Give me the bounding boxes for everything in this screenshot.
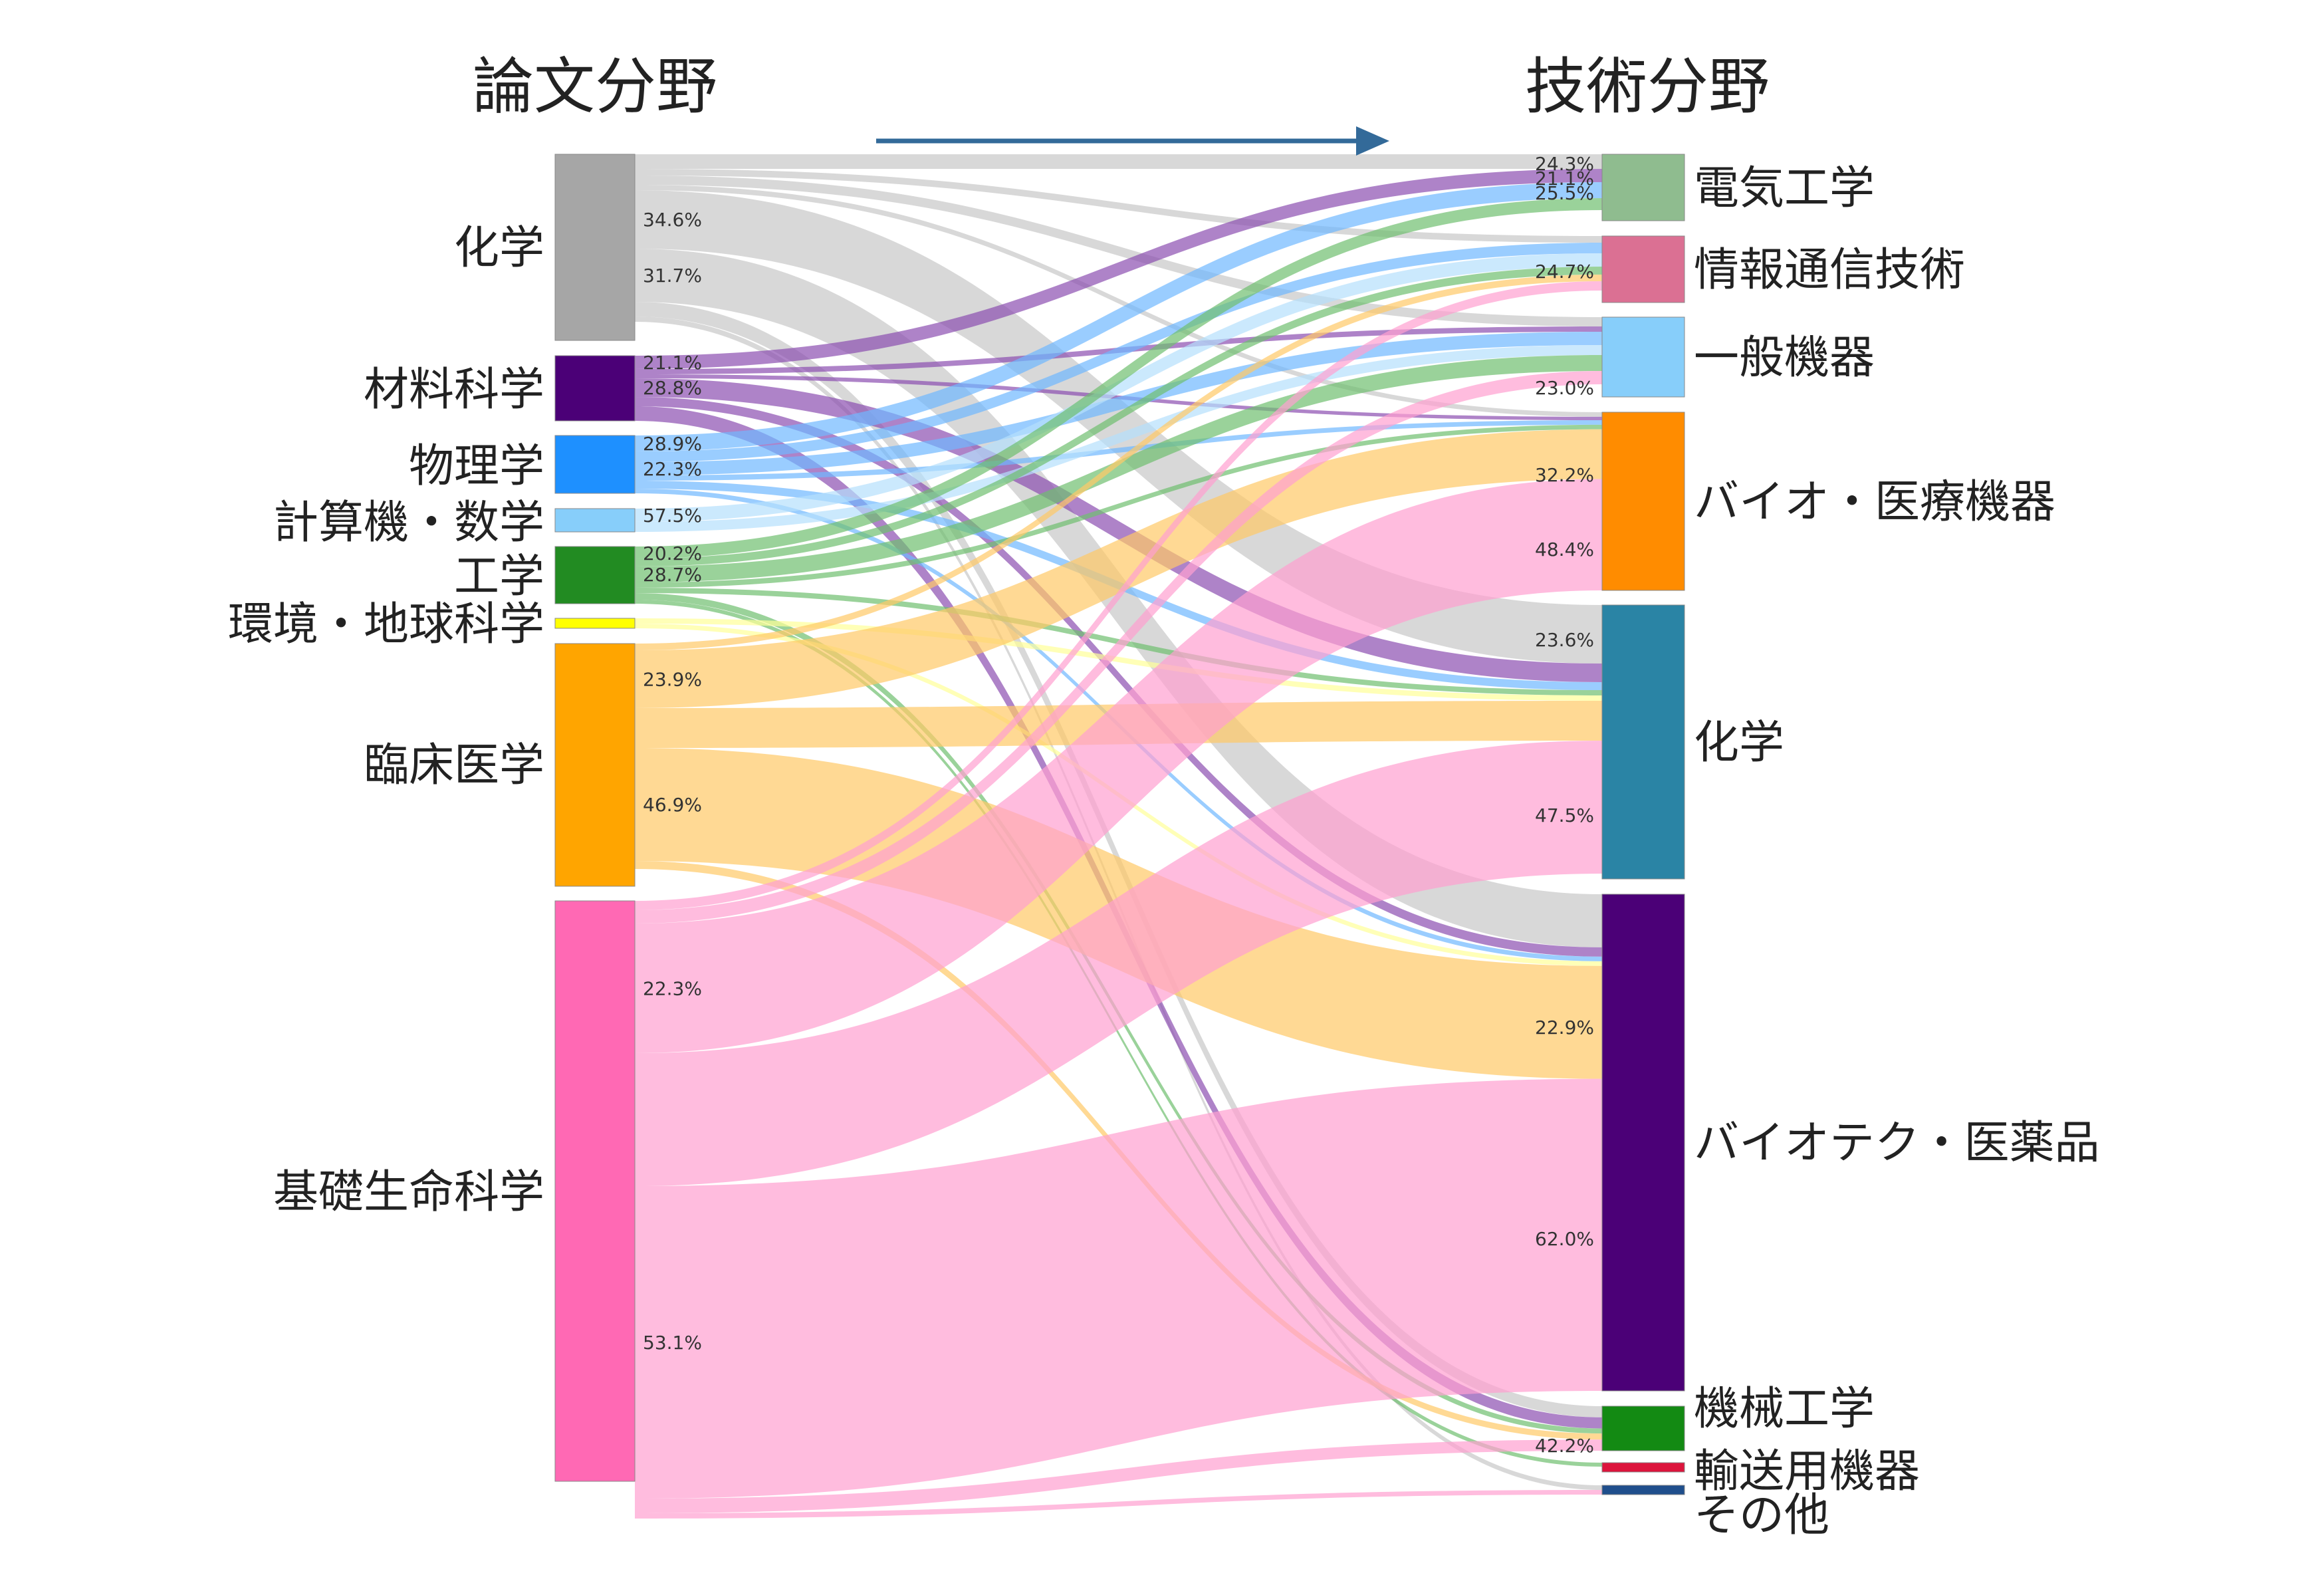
source-node-env — [554, 618, 636, 629]
flow-comp-to-gen — [635, 345, 1602, 532]
flow-chem-to-elec — [635, 154, 1602, 169]
source-label-clin: 臨床医学 — [364, 739, 544, 792]
flow-bio-to-mech — [635, 1439, 1602, 1513]
target-node-mech — [1601, 1406, 1685, 1451]
flow-comp-to-ict — [635, 253, 1602, 522]
target-pct-label: 42.2% — [1535, 1435, 1594, 1457]
flow-phys-to-ict — [635, 243, 1602, 462]
target-pct-label: 23.6% — [1535, 629, 1594, 651]
flow-pct-label: 22.3% — [643, 458, 702, 480]
source-label-eng: 工学 — [454, 551, 544, 603]
source-label-chem: 化学 — [454, 222, 544, 275]
target-label-gen: 一般機器 — [1694, 332, 1875, 384]
flow-bio-to-other — [635, 1490, 1602, 1519]
source-node-bio — [554, 900, 636, 1482]
source-node-mat — [554, 355, 636, 422]
flow-pct-label: 28.8% — [643, 377, 702, 399]
flow-chem-to-ict — [635, 169, 1602, 243]
target-pct-label: 21.1% — [1535, 168, 1594, 189]
target-pct-label: 24.3% — [1535, 153, 1594, 175]
target-label-chemt: 化学 — [1694, 717, 1784, 769]
flow-pct-label: 53.1% — [643, 1332, 702, 1354]
flow-pct-label: 28.9% — [643, 433, 702, 455]
target-pct-label: 22.9% — [1535, 1017, 1594, 1039]
source-label-bio: 基礎生命科学 — [273, 1166, 544, 1219]
source-node-comp — [554, 508, 636, 533]
target-node-ict — [1601, 235, 1685, 303]
flow-mat-to-elec — [635, 169, 1602, 369]
target-label-elec: 電気工学 — [1694, 162, 1875, 215]
flow-pct-label: 21.1% — [643, 352, 702, 374]
target-pct-label: 48.4% — [1535, 539, 1594, 560]
target-pct-label: 24.7% — [1535, 261, 1594, 283]
target-label-trans: 輸送用機器 — [1694, 1445, 1920, 1498]
flow-phys-to-biomed — [635, 420, 1602, 481]
nodes-layer — [554, 154, 1685, 1495]
target-node-chemt — [1601, 604, 1685, 880]
source-label-mat: 材料科学 — [364, 364, 544, 416]
target-pct-label: 47.5% — [1535, 804, 1594, 826]
target-node-biotech — [1601, 894, 1685, 1392]
right-title: 技術分野 — [1525, 51, 1770, 122]
flow-pct-label: 46.9% — [643, 794, 702, 816]
flow-bio-to-biotech — [635, 1078, 1602, 1499]
flow-phys-to-elec — [635, 182, 1602, 451]
flow-mat-to-chemt — [635, 378, 1602, 682]
flow-chem-to-gen — [635, 176, 1602, 326]
direction-arrow — [876, 126, 1389, 156]
flow-bio-to-chemt — [635, 741, 1602, 1186]
flow-mat-to-biotech — [635, 397, 1602, 957]
target-pct-label: 23.0% — [1535, 377, 1594, 399]
flow-env-to-chemt — [635, 618, 1602, 701]
flow-pct-label: 20.2% — [643, 543, 702, 564]
flow-pct-label: 34.6% — [643, 209, 702, 231]
source-label-phys: 物理学 — [409, 440, 544, 493]
flow-pct-label: 57.5% — [643, 505, 702, 527]
target-label-biomed: バイオ・医療機器 — [1694, 476, 2055, 529]
flows-layer — [635, 154, 1602, 1519]
target-node-trans — [1601, 1462, 1685, 1473]
flow-eng-to-elec — [635, 198, 1602, 558]
source-node-clin — [554, 643, 636, 887]
target-label-ict: 情報通信技術 — [1694, 244, 1965, 297]
target-node-other — [1601, 1485, 1685, 1495]
target-node-gen — [1601, 316, 1685, 398]
flow-chem-to-biomed — [635, 185, 1602, 417]
source-label-env: 環境・地球科学 — [228, 598, 544, 651]
flow-bio-to-gen — [635, 371, 1602, 923]
flow-chem-to-chemt — [635, 190, 1602, 664]
source-label-comp: 計算機・数学 — [273, 497, 544, 549]
target-pct-label: 32.2% — [1535, 464, 1594, 486]
flow-clin-to-biomed — [635, 429, 1602, 708]
target-node-biomed — [1601, 412, 1685, 591]
flow-pct-label: 31.7% — [643, 265, 702, 287]
source-node-phys — [554, 435, 636, 494]
flow-eng-to-gen — [635, 355, 1602, 582]
flow-pct-label: 22.3% — [643, 978, 702, 1000]
flow-pct-label: 23.9% — [643, 669, 702, 691]
left-title: 論文分野 — [473, 51, 717, 122]
target-pct-label: 25.5% — [1535, 182, 1594, 204]
target-pct-label: 62.0% — [1535, 1228, 1594, 1250]
source-node-eng — [554, 546, 636, 604]
flow-bio-to-biomed — [635, 479, 1602, 1053]
target-label-mech: 機械工学 — [1694, 1383, 1875, 1435]
target-label-biotech: バイオテク・医薬品 — [1694, 1117, 2100, 1169]
flow-clin-to-ict — [635, 275, 1602, 650]
flow-pct-label: 28.7% — [643, 564, 702, 586]
target-node-elec — [1601, 154, 1685, 221]
flow-bio-to-ict — [635, 281, 1602, 910]
flow-phys-to-gen — [635, 332, 1602, 475]
flow-eng-to-biomed — [635, 424, 1602, 588]
source-node-chem — [554, 154, 636, 341]
labels-layer: 34.6% 31.7% 21.1% 28.8% 28.9% 22.3% 57.5% 20.2%… — [228, 153, 2100, 1542]
flow-eng-to-trans — [635, 600, 1602, 1467]
target-label-other: その他 — [1694, 1489, 1829, 1542]
flow-eng-to-ict — [635, 267, 1602, 566]
